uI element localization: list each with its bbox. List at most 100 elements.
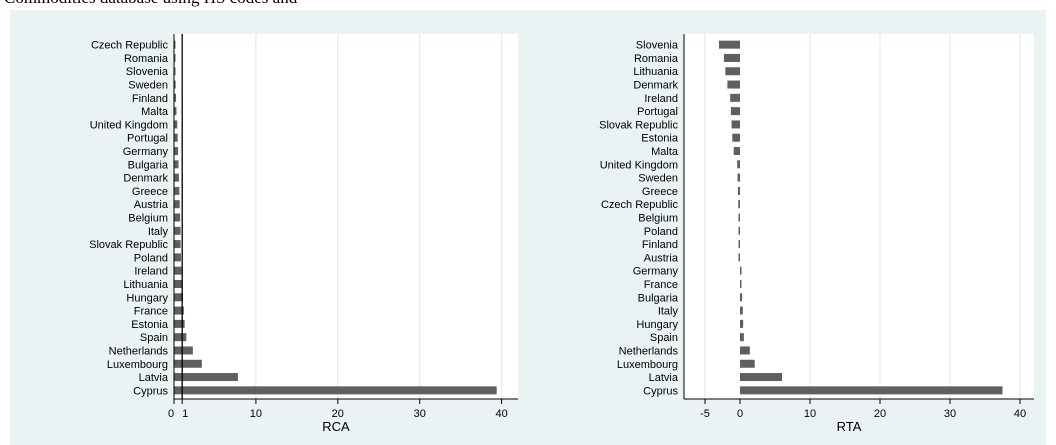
rca-bar-hungary — [174, 293, 184, 302]
rca-bar-poland — [174, 253, 181, 262]
rta-bar-spain — [740, 333, 744, 342]
rta-bar-lithuania — [725, 67, 740, 76]
rta-category-label: Latvia — [649, 372, 679, 384]
rta-bar-ireland — [730, 93, 740, 102]
rta-bar-germany — [740, 266, 742, 275]
rta-category-label: Portugal — [637, 106, 678, 118]
rta-category-label: Austria — [644, 252, 679, 264]
rta-category-label: Italy — [658, 306, 679, 318]
rca-category-label: Poland — [134, 252, 168, 264]
rca-bar-belgium — [174, 213, 181, 222]
rca-x-tick-label: 1 — [182, 408, 188, 420]
rta-category-label: Czech Republic — [601, 199, 679, 211]
rca-bar-slovenia — [174, 67, 176, 76]
rca-plot-area — [174, 34, 518, 399]
rca-category-label: Finland — [132, 93, 168, 105]
rca-bar-luxembourg — [174, 359, 202, 368]
rca-category-label: Netherlands — [109, 345, 169, 357]
header-text: Commodities database using HS codes and — [4, 0, 297, 8]
rta-category-label: Germany — [633, 266, 679, 278]
rta-category-label: Spain — [650, 332, 678, 344]
rta-bar-denmark — [727, 80, 740, 89]
rta-bar-hungary — [740, 319, 744, 328]
rca-category-label: Austria — [134, 199, 169, 211]
rca-bar-slovak-republic — [174, 240, 181, 249]
rta-bar-estonia — [732, 133, 740, 142]
rta-category-label: Hungary — [636, 319, 678, 331]
rca-bar-united-kingdom — [174, 120, 178, 129]
rca-bar-spain — [174, 333, 187, 342]
rta-x-tick-label: -5 — [700, 408, 710, 420]
rca-category-label: Belgium — [128, 213, 168, 225]
rca-category-label: Spain — [140, 332, 168, 344]
rta-bar-cyprus — [740, 386, 1003, 395]
rta-plot-area — [684, 34, 1034, 399]
rta-x-tick-label: 30 — [944, 408, 956, 420]
rca-x-tick-label: 0 — [168, 408, 174, 420]
rca-category-label: Sweden — [128, 80, 168, 92]
rca-bar-bulgaria — [174, 160, 179, 169]
rta-category-label: Estonia — [641, 133, 679, 145]
rta-bar-slovenia — [719, 40, 740, 49]
rca-bar-cyprus — [174, 386, 497, 395]
rca-category-label: Luxembourg — [107, 359, 168, 371]
rta-bar-czech-republic — [738, 200, 740, 209]
rca-category-label: Portugal — [127, 133, 168, 145]
rca-category-label: Malta — [141, 106, 169, 118]
rca-chart-panel: Czech Republic Romania Slovenia Sweden Finla… — [10, 10, 530, 445]
rta-category-label: Sweden — [638, 173, 678, 185]
rca-category-label: Denmark — [123, 173, 168, 185]
rta-category-label: Belgium — [638, 213, 678, 225]
rta-category-label: Cyprus — [643, 385, 678, 397]
rta-category-label: Bulgaria — [638, 292, 679, 304]
rta-category-label: Poland — [644, 226, 678, 238]
rca-bar-malta — [174, 107, 177, 116]
rta-bar-romania — [723, 53, 740, 62]
rta-category-label: Greece — [642, 186, 678, 198]
rta-category-label: Malta — [651, 146, 679, 158]
rta-chart-panel: Slovenia Romania Lithuania Denmark Ireland Po… — [526, 10, 1046, 445]
rca-bar-ireland — [174, 266, 182, 275]
rta-x-axis-title: RTA — [837, 419, 862, 434]
rta-bar-finland — [738, 240, 740, 249]
rca-bar-romania — [174, 53, 176, 62]
rta-bar-bulgaria — [740, 293, 743, 302]
rta-x-tick-label: 0 — [737, 408, 743, 420]
rta-bar-malta — [733, 147, 740, 156]
rca-x-tick-label: 20 — [332, 408, 344, 420]
rca-x-tick-label: 40 — [495, 408, 507, 420]
rta-category-label: Netherlands — [619, 345, 679, 357]
rta-bar-slovak-republic — [731, 120, 740, 129]
rca-category-label: Lithuania — [123, 279, 169, 291]
rta-bar-netherlands — [740, 346, 750, 355]
rta-bar-italy — [740, 306, 743, 315]
rca-category-label: Cyprus — [133, 385, 168, 397]
rca-bar-austria — [174, 200, 180, 209]
rta-x-tick-label: 10 — [804, 408, 816, 420]
rta-category-label: Lithuania — [633, 66, 679, 78]
rta-category-label: Finland — [642, 239, 678, 251]
rca-category-label: Latvia — [139, 372, 169, 384]
rta-category-label: Slovak Republic — [599, 119, 678, 131]
rca-category-label: Slovak Republic — [89, 239, 168, 251]
rca-bar-france — [174, 306, 184, 315]
header-strip: Commodities database using HS codes and — [0, 0, 1056, 10]
rca-bar-greece — [174, 186, 180, 195]
rca-category-label: Romania — [124, 53, 169, 65]
rta-bar-belgium — [738, 213, 740, 222]
rta-category-label: Luxembourg — [617, 359, 678, 371]
rca-category-label: Hungary — [126, 292, 168, 304]
rca-category-label: Germany — [123, 146, 169, 158]
rca-category-label: France — [134, 306, 168, 318]
rca-bar-estonia — [174, 319, 185, 328]
rta-bar-portugal — [730, 107, 740, 116]
rca-category-label: Italy — [148, 226, 169, 238]
rta-bar-poland — [738, 226, 740, 235]
rca-category-label: Estonia — [131, 319, 169, 331]
rta-bar-luxembourg — [740, 359, 755, 368]
rca-category-label: Bulgaria — [128, 159, 169, 171]
rca-category-label: United Kingdom — [90, 119, 168, 131]
rta-x-tick-label: 40 — [1014, 408, 1026, 420]
rca-bar-czech-republic — [174, 40, 176, 49]
